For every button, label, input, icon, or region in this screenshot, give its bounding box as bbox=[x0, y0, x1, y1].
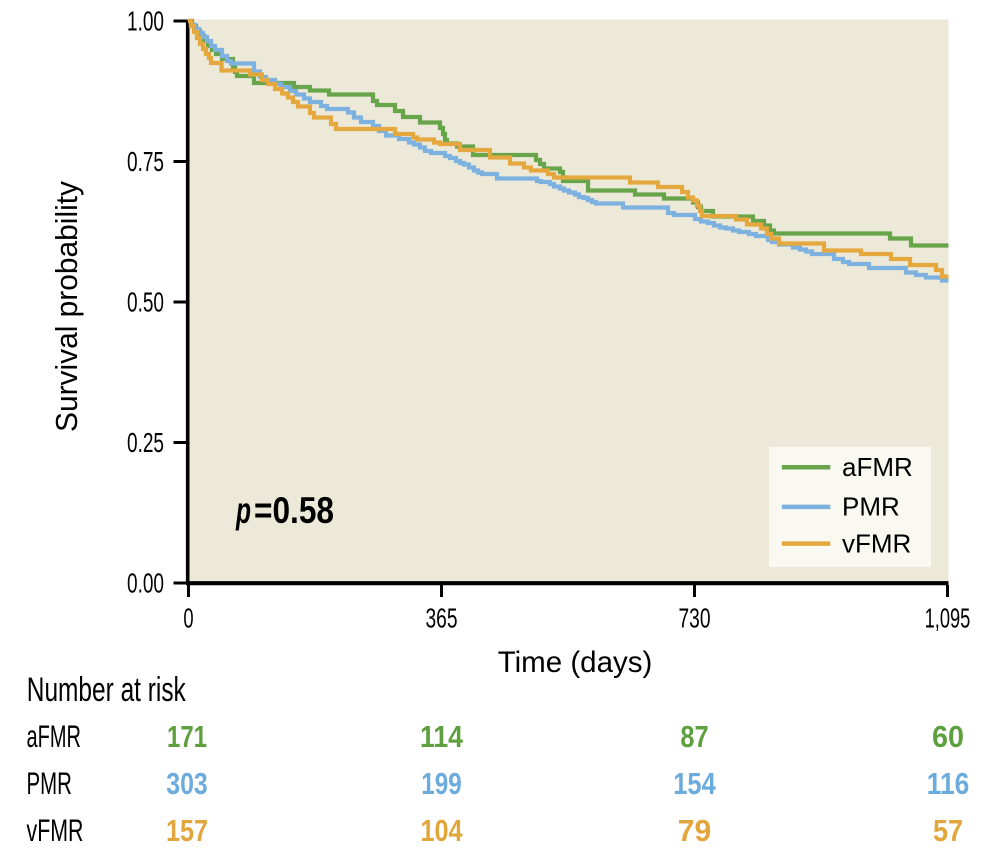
svg-text:730: 730 bbox=[679, 603, 711, 634]
svg-text:vFMR: vFMR bbox=[27, 812, 84, 848]
svg-text:114: 114 bbox=[420, 720, 463, 754]
svg-text:157: 157 bbox=[166, 814, 208, 848]
svg-text:p: p bbox=[235, 490, 251, 531]
svg-text:aFMR: aFMR bbox=[27, 718, 81, 754]
svg-text:0: 0 bbox=[183, 603, 193, 634]
svg-text:0.50: 0.50 bbox=[127, 287, 164, 318]
svg-text:Number at risk: Number at risk bbox=[27, 671, 187, 709]
svg-text:303: 303 bbox=[166, 767, 208, 801]
svg-text:0.00: 0.00 bbox=[127, 568, 164, 599]
svg-text:79: 79 bbox=[678, 814, 712, 848]
svg-text:PMR: PMR bbox=[27, 765, 72, 801]
svg-text:60: 60 bbox=[932, 720, 964, 754]
svg-text:aFMR: aFMR bbox=[842, 452, 913, 482]
svg-text:57: 57 bbox=[933, 814, 963, 848]
svg-text:vFMR: vFMR bbox=[842, 529, 911, 559]
svg-text:Survival probability: Survival probability bbox=[49, 181, 84, 432]
svg-text:=0.58: =0.58 bbox=[254, 490, 334, 531]
svg-text:1.00: 1.00 bbox=[127, 6, 164, 37]
svg-text:PMR: PMR bbox=[842, 492, 900, 522]
svg-text:Time (days): Time (days) bbox=[498, 646, 653, 679]
svg-text:154: 154 bbox=[673, 767, 716, 801]
svg-text:199: 199 bbox=[421, 767, 462, 801]
svg-text:116: 116 bbox=[927, 767, 970, 801]
svg-text:0.25: 0.25 bbox=[127, 427, 164, 458]
svg-text:171: 171 bbox=[167, 720, 207, 754]
svg-text:104: 104 bbox=[421, 814, 463, 848]
svg-text:0.75: 0.75 bbox=[127, 146, 164, 177]
svg-text:365: 365 bbox=[426, 603, 458, 634]
svg-text:1,095: 1,095 bbox=[925, 603, 971, 634]
svg-text:87: 87 bbox=[680, 720, 708, 754]
